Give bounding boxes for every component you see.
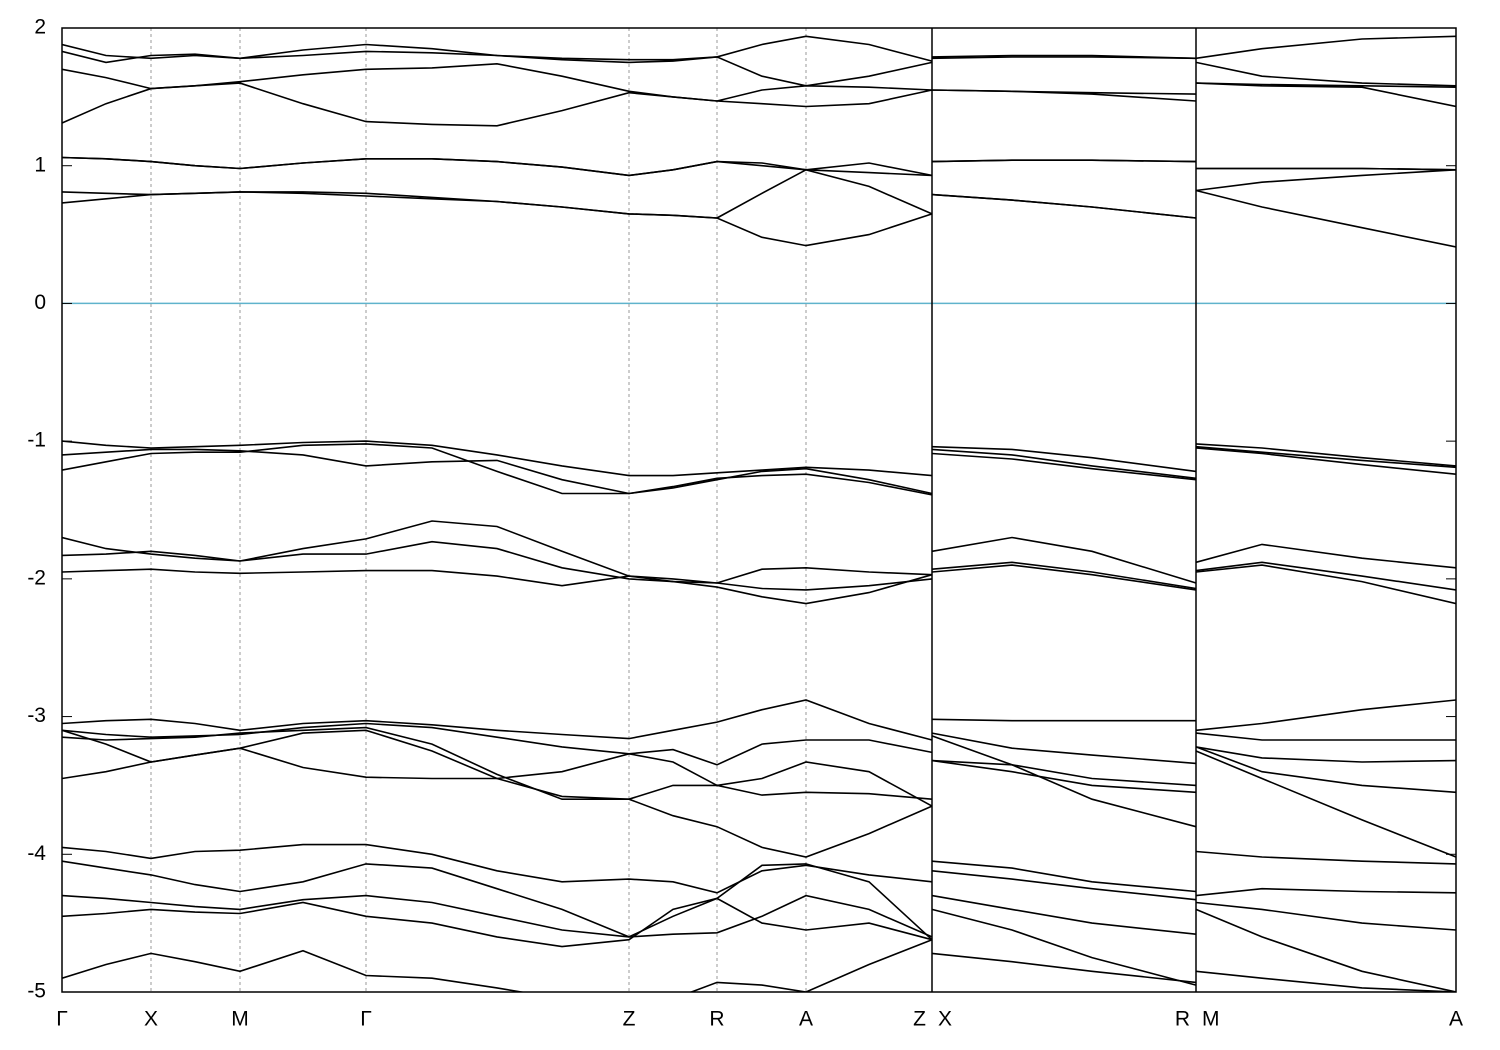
band-line (62, 540, 1456, 591)
x-tick-label: A (1449, 1008, 1463, 1031)
bands-layer (62, 35, 1456, 992)
grid-layer (62, 28, 1456, 992)
y-tick-label: -4 (27, 842, 46, 865)
band-line (62, 443, 1456, 496)
band-line (62, 699, 1456, 741)
band-line (62, 156, 1456, 177)
band-line (62, 843, 1456, 894)
x-tick-label: A (799, 1008, 813, 1031)
band-line (62, 938, 1456, 992)
band-line (62, 168, 1456, 219)
x-tick-label: Γ (360, 1008, 372, 1031)
y-tick-label: 2 (34, 16, 46, 39)
band-line (62, 722, 1456, 766)
band-line (62, 520, 1456, 584)
x-tick-label: R (1175, 1008, 1190, 1031)
band-line (62, 189, 1456, 248)
x-tick-label: Z (913, 1008, 926, 1031)
band-line (62, 860, 1456, 941)
x-tick-label: M (231, 1008, 249, 1031)
band-line (62, 564, 1456, 605)
y-tick-label: -5 (27, 980, 46, 1003)
band-line (62, 726, 1456, 858)
band-line (62, 35, 1456, 64)
y-tick-label: 1 (34, 153, 46, 176)
band-line (62, 894, 1456, 938)
band-line (62, 62, 1456, 102)
band-line (62, 440, 1456, 477)
y-tick-label: 0 (34, 291, 46, 314)
x-tick-label: Γ (56, 1008, 68, 1031)
x-tick-label: Z (623, 1008, 636, 1031)
y-tick-label: -3 (27, 704, 46, 727)
plot-frame (61, 27, 1457, 993)
band-line (62, 897, 1456, 992)
band-line (62, 43, 1456, 87)
band-line (62, 445, 1456, 495)
x-tick-label: M (1202, 1008, 1220, 1031)
x-tick-label: X (938, 1008, 952, 1031)
y-tick-label: -2 (27, 566, 46, 589)
band-line (62, 729, 1456, 858)
x-tick-label: X (144, 1008, 158, 1031)
band-line (62, 82, 1456, 127)
y-tick-label: -1 (27, 429, 46, 452)
x-tick-label: R (709, 1008, 724, 1031)
